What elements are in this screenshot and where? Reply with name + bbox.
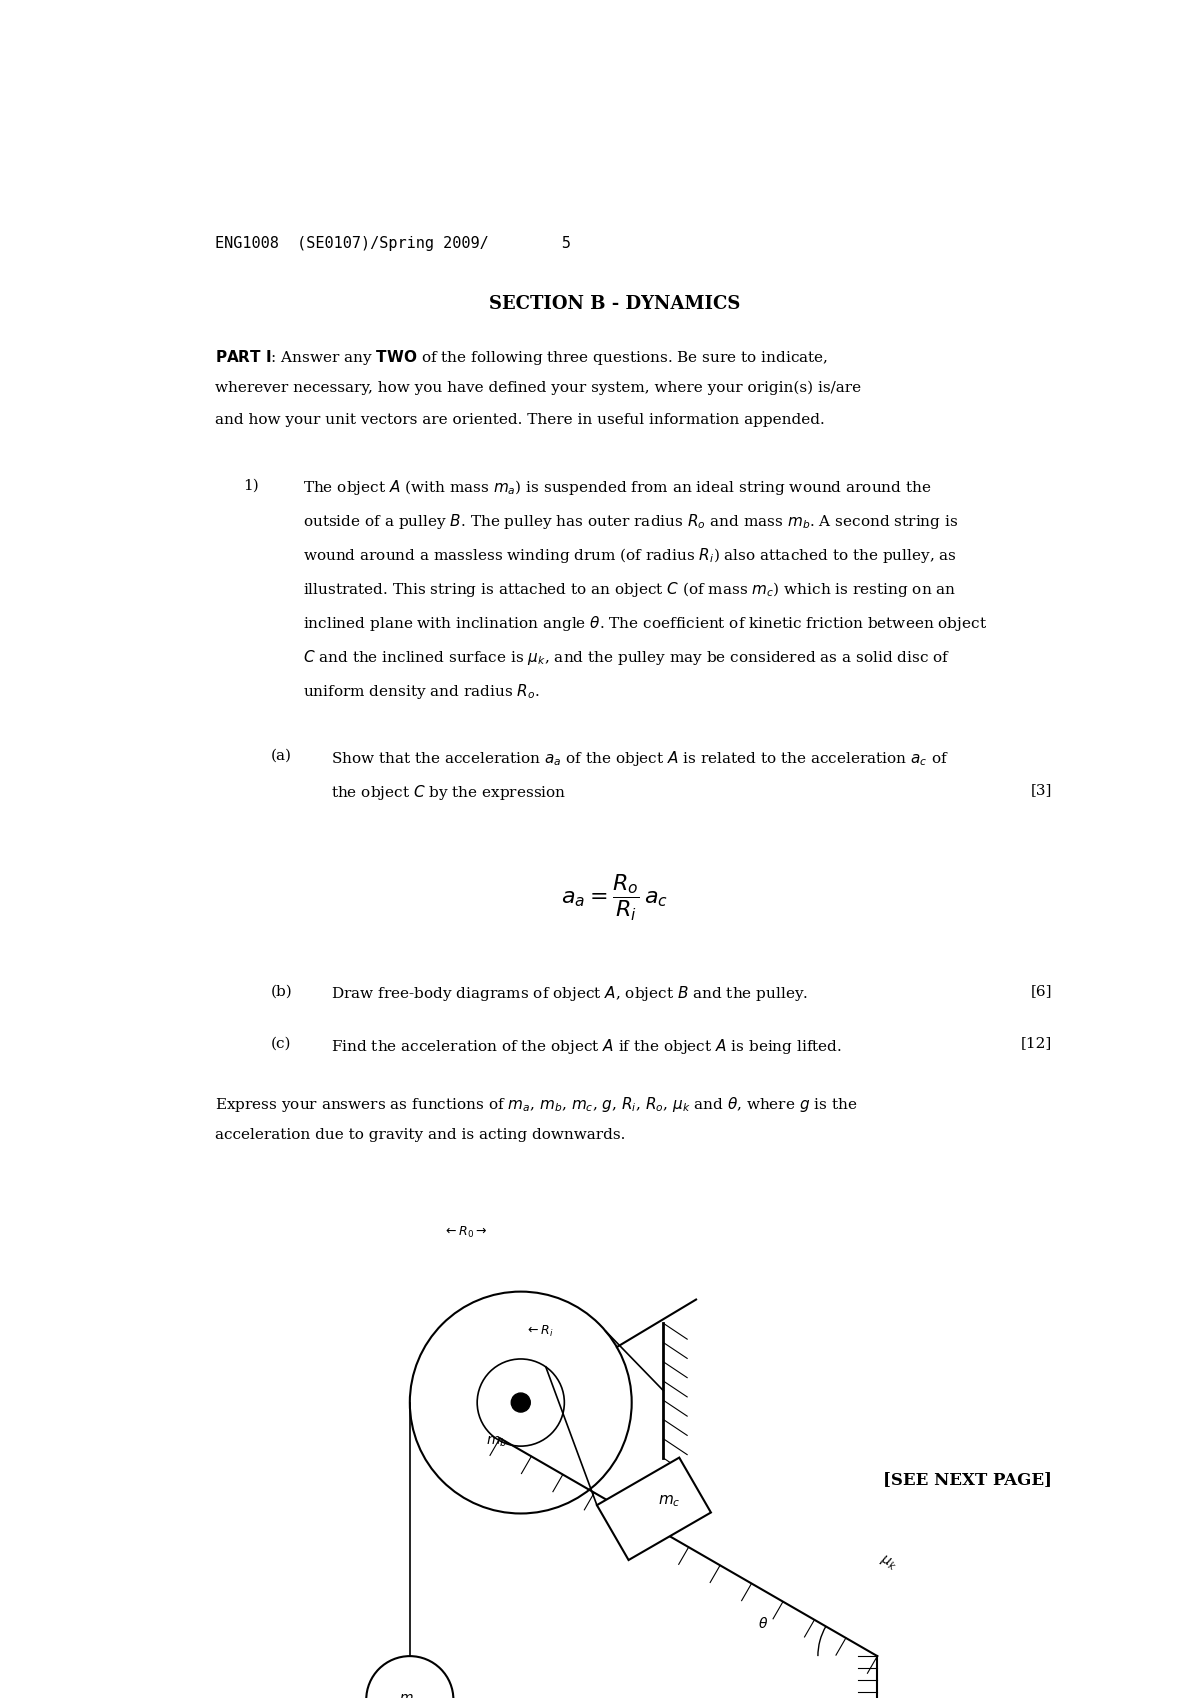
Text: illustrated. This string is attached to an object $C$ (of mass $m_c$) which is r: illustrated. This string is attached to … bbox=[304, 581, 956, 599]
Text: $m_c$: $m_c$ bbox=[659, 1493, 682, 1510]
Text: (c): (c) bbox=[271, 1036, 292, 1051]
Text: and how your unit vectors are oriented. There in useful information appended.: and how your unit vectors are oriented. … bbox=[215, 413, 824, 426]
Text: $\mathbf{PART\ I}$: Answer any $\mathbf{TWO}$ of the following three questions. : $\mathbf{PART\ I}$: Answer any $\mathbf{… bbox=[215, 348, 828, 367]
Text: ENG1008  (SE0107)/Spring 2009/        5: ENG1008 (SE0107)/Spring 2009/ 5 bbox=[215, 236, 571, 251]
Text: Find the acceleration of the object $A$ if the object $A$ is being lifted.: Find the acceleration of the object $A$ … bbox=[331, 1036, 842, 1056]
Text: acceleration due to gravity and is acting downwards.: acceleration due to gravity and is actin… bbox=[215, 1127, 625, 1143]
Text: $C$ and the inclined surface is $\mu_k$, and the pulley may be considered as a s: $C$ and the inclined surface is $\mu_k$,… bbox=[304, 649, 950, 667]
Text: 1): 1) bbox=[242, 479, 259, 492]
Text: SECTION B - DYNAMICS: SECTION B - DYNAMICS bbox=[490, 295, 740, 314]
Text: Show that the acceleration $a_a$ of the object $A$ is related to the acceleratio: Show that the acceleration $a_a$ of the … bbox=[331, 749, 949, 767]
Text: $\leftarrow R_i$: $\leftarrow R_i$ bbox=[524, 1324, 553, 1340]
Text: The object $A$ (with mass $m_a$) is suspended from an ideal string wound around : The object $A$ (with mass $m_a$) is susp… bbox=[304, 479, 932, 498]
Text: (a): (a) bbox=[271, 749, 292, 762]
Text: [6]: [6] bbox=[1031, 985, 1052, 998]
Text: wherever necessary, how you have defined your system, where your origin(s) is/ar: wherever necessary, how you have defined… bbox=[215, 380, 862, 394]
Text: [SEE NEXT PAGE]: [SEE NEXT PAGE] bbox=[883, 1470, 1052, 1487]
Text: [3]: [3] bbox=[1031, 783, 1052, 796]
Text: [12]: [12] bbox=[1021, 1036, 1052, 1051]
Text: inclined plane with inclination angle $\theta$. The coefficient of kinetic frict: inclined plane with inclination angle $\… bbox=[304, 615, 988, 633]
Text: $\leftarrow R_0 \rightarrow$: $\leftarrow R_0 \rightarrow$ bbox=[443, 1224, 487, 1240]
Text: outside of a pulley $B$. The pulley has outer radius $R_o$ and mass $m_b$. A sec: outside of a pulley $B$. The pulley has … bbox=[304, 513, 959, 531]
Text: $\theta$: $\theta$ bbox=[758, 1616, 769, 1632]
Text: Draw free-body diagrams of object $A$, object $B$ and the pulley.: Draw free-body diagrams of object $A$, o… bbox=[331, 985, 809, 1004]
Text: $a_a = \dfrac{R_o}{R_i}\, a_c$: $a_a = \dfrac{R_o}{R_i}\, a_c$ bbox=[562, 873, 668, 924]
Polygon shape bbox=[596, 1457, 710, 1560]
Text: uniform density and radius $R_o$.: uniform density and radius $R_o$. bbox=[304, 683, 540, 701]
Text: $m_a$: $m_a$ bbox=[400, 1693, 420, 1698]
Text: $\mu_k$: $\mu_k$ bbox=[877, 1552, 900, 1574]
Text: $m_b$: $m_b$ bbox=[486, 1435, 508, 1450]
Text: wound around a massless winding drum (of radius $R_i$) also attached to the pull: wound around a massless winding drum (of… bbox=[304, 547, 958, 565]
Text: Express your answers as functions of $m_a$, $m_b$, $m_c$, $g$, $R_i$, $R_o$, $\m: Express your answers as functions of $m_… bbox=[215, 1095, 858, 1114]
Circle shape bbox=[511, 1392, 530, 1413]
Text: the object $C$ by the expression: the object $C$ by the expression bbox=[331, 783, 566, 801]
Text: (b): (b) bbox=[271, 985, 293, 998]
